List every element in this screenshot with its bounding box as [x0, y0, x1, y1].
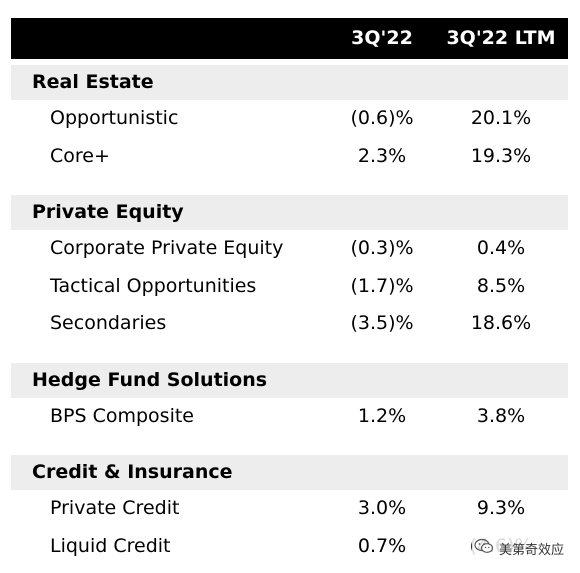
section-header: Credit & Insurance	[11, 455, 568, 490]
row-label: Core+	[50, 144, 110, 167]
row-value-ltm: 3.8%	[476, 404, 526, 427]
section-header: Private Equity	[11, 195, 568, 230]
table-row: Core+ 2.3% 19.3%	[11, 138, 568, 176]
table-row: Opportunistic (0.6)% 20.1%	[11, 100, 568, 138]
row-value-ltm: 20.1%	[470, 107, 532, 129]
section-gap	[11, 343, 568, 363]
section-title: Real Estate	[32, 71, 154, 93]
section-gap	[11, 175, 568, 195]
row-value-ltm: 9.3%	[476, 497, 526, 519]
row-label: BPS Composite	[50, 404, 194, 427]
watermark: 美第奇效应	[471, 538, 566, 558]
column-header-3q22: 3Q'22	[351, 27, 413, 49]
wechat-icon	[474, 538, 494, 558]
section-gap	[11, 435, 568, 455]
section-title: Private Equity	[32, 201, 184, 223]
section-private-equity: Private Equity Corporate Private Equity …	[11, 195, 568, 343]
row-value-3q22: 2.3%	[357, 144, 407, 167]
table-row: Secondaries (3.5)% 18.6%	[11, 305, 568, 343]
table-row: Corporate Private Equity (0.3)% 0.4%	[11, 230, 568, 268]
row-value-3q22: (3.5)%	[350, 312, 414, 334]
watermark-text: 美第奇效应	[498, 542, 564, 558]
performance-table: 3Q'22 3Q'22 LTM Real Estate Opportunisti…	[11, 18, 568, 565]
table-header: 3Q'22 3Q'22 LTM	[11, 18, 568, 59]
row-label: Secondaries	[50, 312, 167, 334]
row-label: Opportunistic	[50, 107, 179, 129]
column-header-3q22-ltm: 3Q'22 LTM	[446, 27, 556, 49]
row-label: Corporate Private Equity	[50, 237, 284, 259]
table-row: BPS Composite 1.2% 3.8%	[11, 398, 568, 436]
row-value-ltm: 18.6%	[470, 312, 532, 334]
row-label: Tactical Opportunities	[50, 274, 257, 297]
row-value-3q22: (1.7)%	[350, 274, 414, 297]
row-value-3q22: 0.7%	[357, 534, 407, 557]
row-value-3q22: 1.2%	[357, 404, 407, 427]
row-value-ltm: 19.3%	[470, 144, 532, 167]
row-value-3q22: 3.0%	[357, 497, 407, 519]
row-label: Private Credit	[50, 497, 180, 519]
section-title: Hedge Fund Solutions	[32, 368, 268, 391]
section-hedge-fund-solutions: Hedge Fund Solutions BPS Composite 1.2% …	[11, 362, 568, 436]
section-header: Hedge Fund Solutions	[11, 362, 568, 398]
section-title: Credit & Insurance	[32, 461, 233, 483]
row-value-ltm: 0.4%	[476, 237, 526, 259]
table-row: Tactical Opportunities (1.7)% 8.5%	[11, 268, 568, 306]
row-value-ltm: 8.5%	[476, 274, 526, 297]
section-header: Real Estate	[11, 65, 568, 100]
table-row: Private Credit 3.0% 9.3%	[11, 490, 568, 528]
row-value-3q22: (0.6)%	[350, 107, 414, 129]
row-value-3q22: (0.3)%	[350, 237, 414, 259]
row-label: Liquid Credit	[50, 534, 171, 557]
section-real-estate: Real Estate Opportunistic (0.6)% 20.1% C…	[11, 65, 568, 175]
